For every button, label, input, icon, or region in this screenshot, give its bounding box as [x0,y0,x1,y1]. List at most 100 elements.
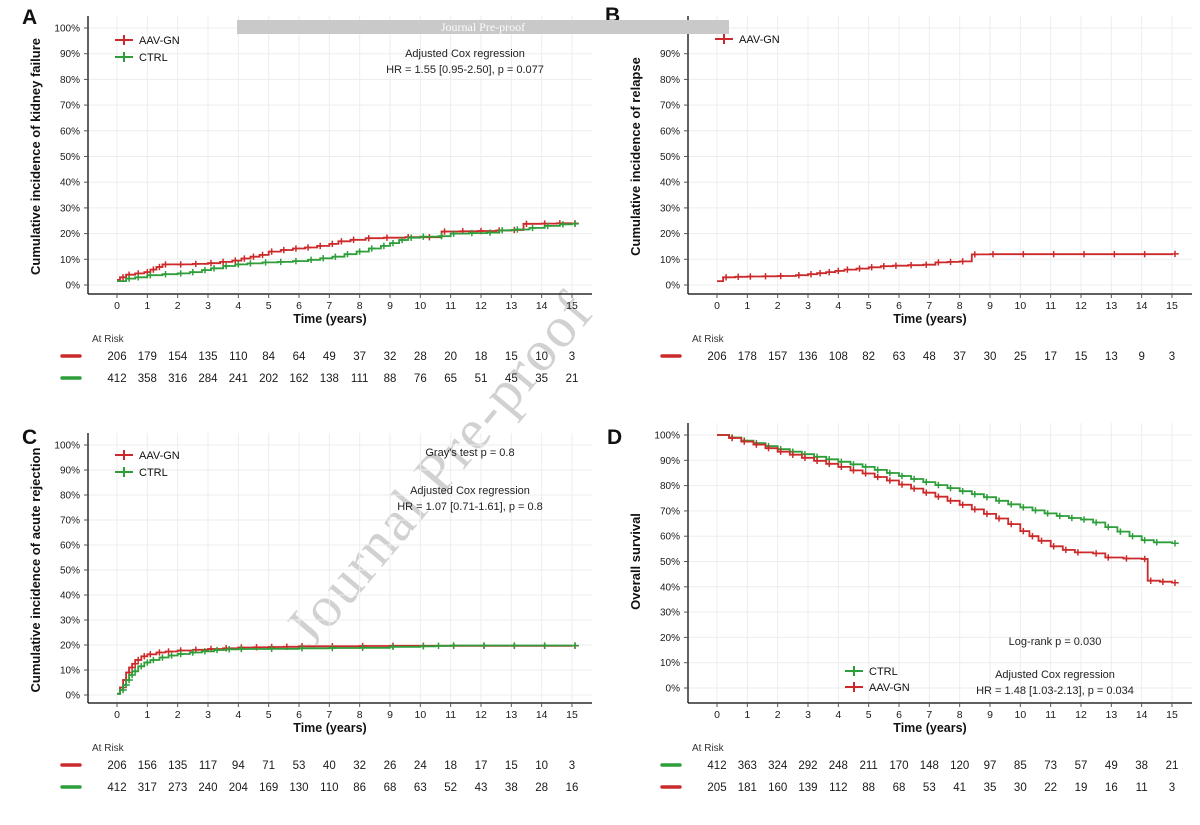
y-tick-label: 50% [660,557,680,568]
at-risk-count: 35 [535,373,548,385]
x-tick-label: 12 [475,300,487,312]
at-risk-count: 10 [535,351,548,363]
at-risk-count: 317 [138,782,157,794]
x-tick-label: 8 [357,709,363,721]
at-risk-count: 240 [198,782,217,794]
at-risk-count: 9 [1138,351,1144,363]
x-tick-label: 8 [957,300,963,312]
y-tick-label: 90% [660,49,680,60]
at-risk-count: 120 [950,760,969,772]
at-risk-count: 71 [262,760,275,772]
at-risk-title: At Risk [92,334,125,345]
y-tick-label: 20% [660,229,680,240]
at-risk-count: 73 [1044,760,1057,772]
x-tick-label: 1 [744,300,750,312]
at-risk-count: 63 [893,351,906,363]
at-risk-count: 169 [259,782,278,794]
stat-annotation: Gray's test p = 0.8 [425,447,514,459]
at-risk-count: 156 [138,760,157,772]
stat-annotation: HR = 1.07 [0.71-1.61], p = 0.8 [397,501,543,513]
at-risk-count: 108 [829,351,848,363]
y-tick-label: 30% [660,608,680,619]
at-risk-title: At Risk [692,743,725,754]
at-risk-count: 160 [768,782,787,794]
x-tick-label: 0 [714,709,720,721]
x-axis-title: Time (years) [893,721,966,735]
at-risk-count: 45 [505,373,518,385]
at-risk-count: 32 [384,351,397,363]
at-risk-count: 11 [1136,782,1148,794]
chart-overall-survival: 0%10%20%30%40%50%60%70%80%90%100%0 1 2 3 4 5 6… [607,423,1192,794]
at-risk-count: 139 [798,782,817,794]
y-tick-label: 40% [660,178,680,189]
at-risk-count: 52 [444,782,457,794]
at-risk-count: 17 [475,760,488,772]
y-tick-label: 100% [54,24,80,35]
x-tick-label: 6 [896,300,902,312]
y-tick-label: 70% [660,101,680,112]
at-risk-count: 19 [1075,782,1088,794]
x-axis-title: Time (years) [293,721,366,735]
x-tick-label: 10 [1014,709,1026,721]
at-risk-count: 30 [984,351,997,363]
at-risk-count: 211 [859,760,877,772]
y-tick-label: 0% [666,684,681,695]
y-tick-label: 30% [60,616,80,627]
at-risk-count: 363 [738,760,757,772]
x-tick-label: 15 [566,709,578,721]
x-tick-label: 7 [326,300,332,312]
y-tick-label: 80% [60,491,80,502]
at-risk-title: At Risk [92,743,125,754]
at-risk-count: 21 [1166,760,1179,772]
x-tick-label: 7 [926,300,932,312]
survival-curve-aav-gn [717,253,1173,282]
x-tick-label: 2 [175,709,181,721]
x-tick-label: 2 [775,300,781,312]
journal-preproof-banner: Journal Pre-proof [237,20,729,34]
legend-label-aav-gn: AAV-GN [139,35,180,47]
y-tick-label: 40% [660,582,680,593]
y-tick-label: 90% [60,466,80,477]
at-risk-count: 37 [353,351,366,363]
x-tick-label: 11 [1045,300,1056,312]
x-tick-label: 3 [205,709,211,721]
y-tick-label: 0% [66,281,81,292]
at-risk-count: 206 [107,760,126,772]
at-risk-count: 273 [168,782,187,794]
at-risk-count: 37 [953,351,966,363]
survival-curve-ctrl [117,223,573,282]
at-risk-count: 10 [535,760,548,772]
at-risk-count: 28 [414,351,427,363]
panel-letter: D [607,426,622,449]
x-tick-label: 8 [957,709,963,721]
at-risk-count: 13 [1105,351,1118,363]
x-tick-label: 2 [175,300,181,312]
at-risk-count: 43 [475,782,488,794]
stat-annotation: Log-rank p = 0.030 [1009,636,1102,648]
y-tick-label: 70% [60,101,80,112]
x-tick-label: 15 [1166,300,1178,312]
x-tick-label: 5 [266,300,272,312]
y-tick-label: 60% [60,541,80,552]
at-risk-count: 324 [768,760,788,772]
at-risk-count: 316 [168,373,187,385]
at-risk-count: 76 [414,373,427,385]
x-tick-label: 3 [805,709,811,721]
panel-kidney-failure: 0% 10% 20% 30% 40% 50% 60% 70% 80% 90% 100% 0 1 2 3 4 5 6… [0,0,600,413]
at-risk-count: 202 [259,373,278,385]
x-tick-label: 15 [566,300,578,312]
legend-label-ctrl: CTRL [139,52,168,64]
at-risk-count: 3 [1169,782,1175,794]
x-tick-label: 12 [475,709,487,721]
at-risk-count: 17 [1044,351,1057,363]
at-risk-count: 88 [862,782,875,794]
at-risk-count: 97 [984,760,997,772]
at-risk-count: 110 [320,782,338,794]
x-tick-label: 14 [536,709,548,721]
at-risk-count: 3 [1169,351,1175,363]
x-tick-label: 1 [744,709,750,721]
y-tick-label: 10% [660,658,680,669]
x-tick-label: 9 [387,709,393,721]
at-risk-count: 53 [293,760,306,772]
at-risk-count: 63 [414,782,427,794]
